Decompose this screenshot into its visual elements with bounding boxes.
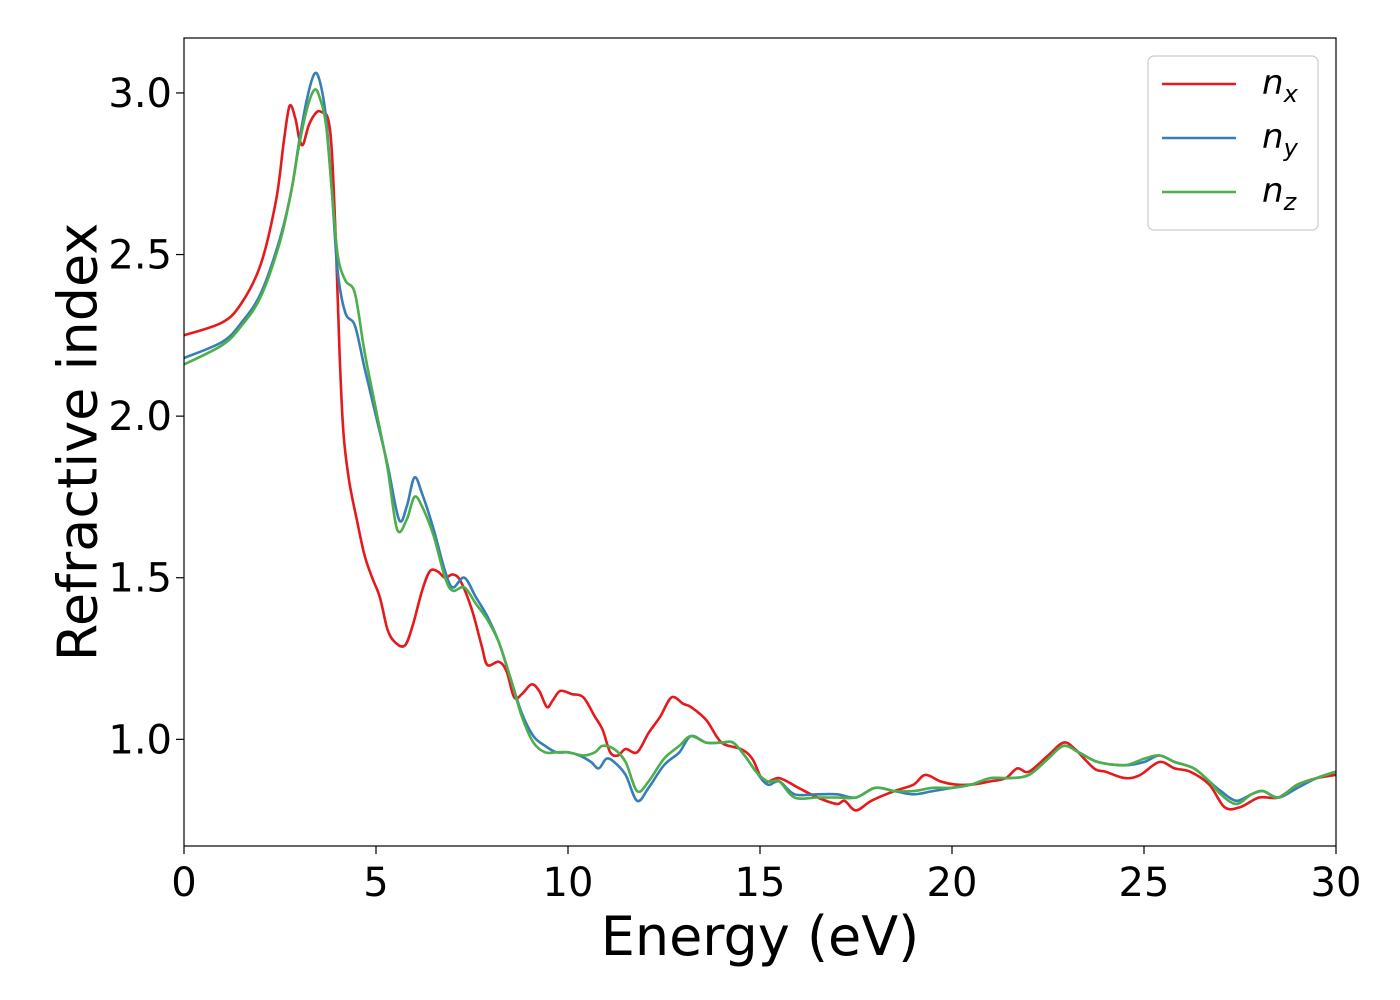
x-tick-label: 25: [1119, 860, 1170, 906]
y-tick-label: 3.0: [108, 71, 172, 117]
y-tick-label: 1.0: [108, 717, 172, 763]
series-layer: [183, 71, 1337, 812]
y-tick-label: 2.0: [108, 394, 172, 440]
series-line-x: [183, 103, 1337, 812]
x-tick-label: 0: [171, 860, 196, 906]
x-tick-label: 15: [735, 860, 786, 906]
y-tick-label: 2.5: [108, 233, 172, 279]
x-tick-label: 30: [1311, 860, 1362, 906]
series-line-z: [183, 88, 1337, 806]
y-axis: 1.0 1.5 2.0 2.5 3.0: [108, 71, 184, 763]
y-tick-label: 1.5: [108, 556, 172, 602]
legend-label-z: nz: [1262, 171, 1298, 216]
legend-box: [1147, 55, 1319, 231]
x-axis-title: Energy (eV): [601, 905, 920, 968]
x-tick-label: 20: [927, 860, 978, 906]
legend: nx ny nz: [1147, 55, 1319, 231]
legend-label-x: nx: [1262, 63, 1299, 108]
x-tick-label: 10: [543, 860, 594, 906]
x-axis: 0 5 10 15 20 25 30: [171, 846, 1361, 906]
legend-label-y: ny: [1262, 117, 1299, 162]
x-tick-label: 5: [363, 860, 388, 906]
y-axis-title: Refractive index: [47, 223, 110, 662]
